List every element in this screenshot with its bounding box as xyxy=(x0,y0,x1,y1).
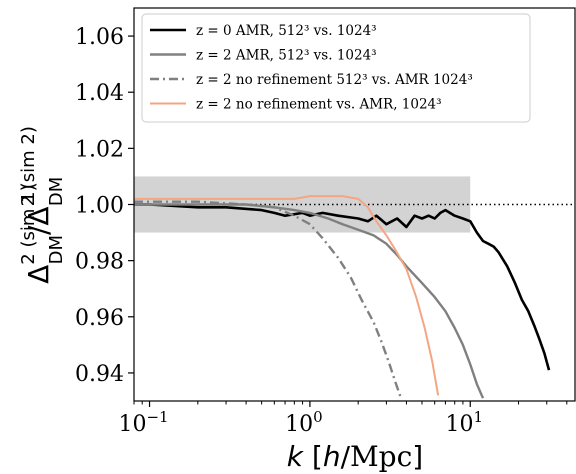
y-tick-label: 0.94 xyxy=(75,362,124,387)
y-tick-label: 1.00 xyxy=(75,194,124,219)
series-line-4 xyxy=(134,195,440,396)
legend-label-3: z = 2 no refinement 512³ vs. AMR 1024³ xyxy=(196,72,473,88)
x-tick-label: 101 xyxy=(445,408,483,437)
x-tick-label: 10−1 xyxy=(118,408,168,437)
legend-label-4: z = 2 no refinement vs. AMR, 1024³ xyxy=(196,97,442,113)
y-axis-label: Δ2 (sim 1) DM/Δ2 (sim 2) DM xyxy=(18,126,67,284)
y-tick-label: 1.02 xyxy=(75,137,124,162)
y-tick-label: 0.96 xyxy=(75,306,124,331)
y-tick-label: 0.98 xyxy=(75,250,124,275)
legend-box xyxy=(141,13,531,123)
series-line-2 xyxy=(134,203,485,399)
y-tick-label: 1.04 xyxy=(75,81,124,106)
x-axis-label: k [h/Mpc] xyxy=(287,440,423,473)
x-tick-label: 100 xyxy=(285,408,323,437)
y-tick-label: 1.06 xyxy=(75,25,124,50)
series-line-3 xyxy=(134,200,403,399)
legend-label-1: z = 0 AMR, 512³ vs. 1024³ xyxy=(196,23,377,39)
legend-label-2: z = 2 AMR, 512³ vs. 1024³ xyxy=(196,48,377,64)
